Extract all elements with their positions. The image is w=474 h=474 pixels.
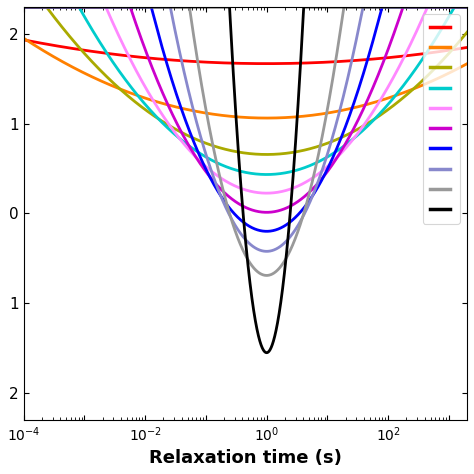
X-axis label: Relaxation time (s): Relaxation time (s) [149,449,342,467]
Legend: , , , , , , , , , : , , , , , , , , , [423,14,460,224]
